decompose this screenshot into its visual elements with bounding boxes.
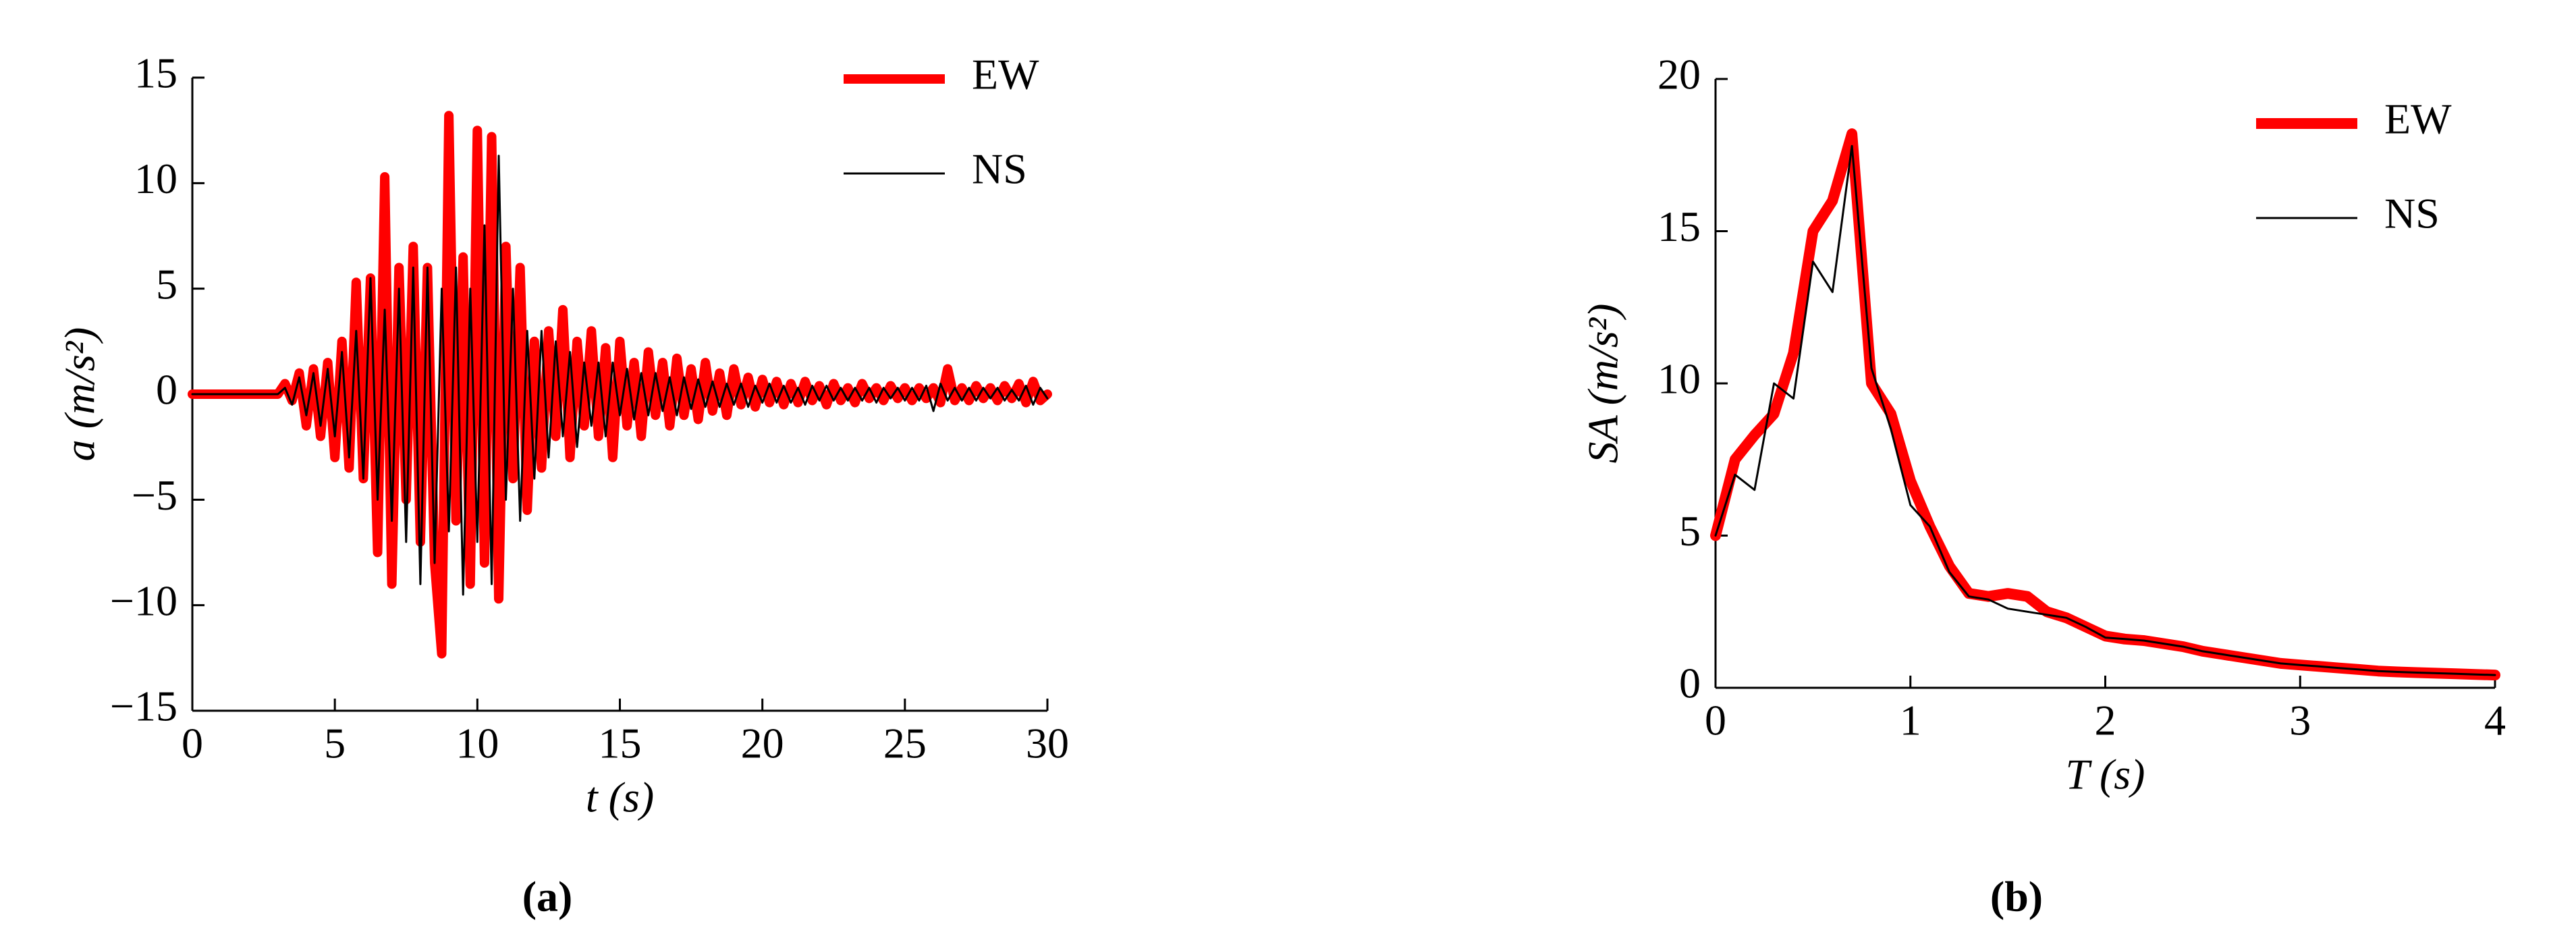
legend-label: EW	[2384, 95, 2452, 143]
panel-caption: (b)	[1990, 873, 2043, 921]
y-tick-label: −15	[110, 682, 177, 730]
legend-label: EW	[972, 51, 1039, 99]
x-tick-label: 2	[2095, 697, 2116, 744]
y-tick-label: 15	[134, 49, 177, 97]
y-axis-label: a (m/s²)	[56, 327, 104, 462]
x-tick-label: 0	[1705, 697, 1726, 744]
legend-label: NS	[972, 145, 1027, 193]
x-tick-label: 1	[1900, 697, 1921, 744]
y-axis-label: SA (m/s²)	[1579, 304, 1627, 464]
y-tick-label: −10	[110, 576, 177, 624]
x-tick-label: 30	[1026, 720, 1069, 767]
x-tick-label: 3	[2289, 697, 2311, 744]
legend-label: NS	[2384, 190, 2440, 238]
y-tick-label: 5	[1679, 507, 1701, 555]
panel-caption: (a)	[522, 873, 573, 921]
x-tick-label: 20	[741, 720, 784, 767]
x-tick-label: 10	[456, 720, 499, 767]
y-tick-label: 0	[156, 366, 177, 414]
x-axis-label: T (s)	[2066, 751, 2145, 798]
y-tick-label: 10	[134, 155, 177, 202]
x-tick-label: 0	[182, 720, 203, 767]
y-tick-label: −5	[132, 471, 177, 519]
y-tick-label: 0	[1679, 659, 1701, 707]
data-line	[1714, 144, 2496, 676]
data-line	[1710, 128, 2500, 681]
y-tick-label: 20	[1657, 51, 1701, 99]
x-tick-label: 4	[2484, 697, 2506, 744]
data-line	[188, 111, 1052, 659]
y-tick-label: 15	[1657, 202, 1701, 250]
y-tick-label: 5	[156, 260, 177, 308]
x-axis-label: t (s)	[586, 774, 654, 821]
data-line	[191, 155, 1049, 596]
x-tick-label: 5	[324, 720, 346, 767]
y-tick-label: 10	[1657, 355, 1701, 403]
x-tick-label: 25	[883, 720, 927, 767]
x-tick-label: 15	[599, 720, 642, 767]
